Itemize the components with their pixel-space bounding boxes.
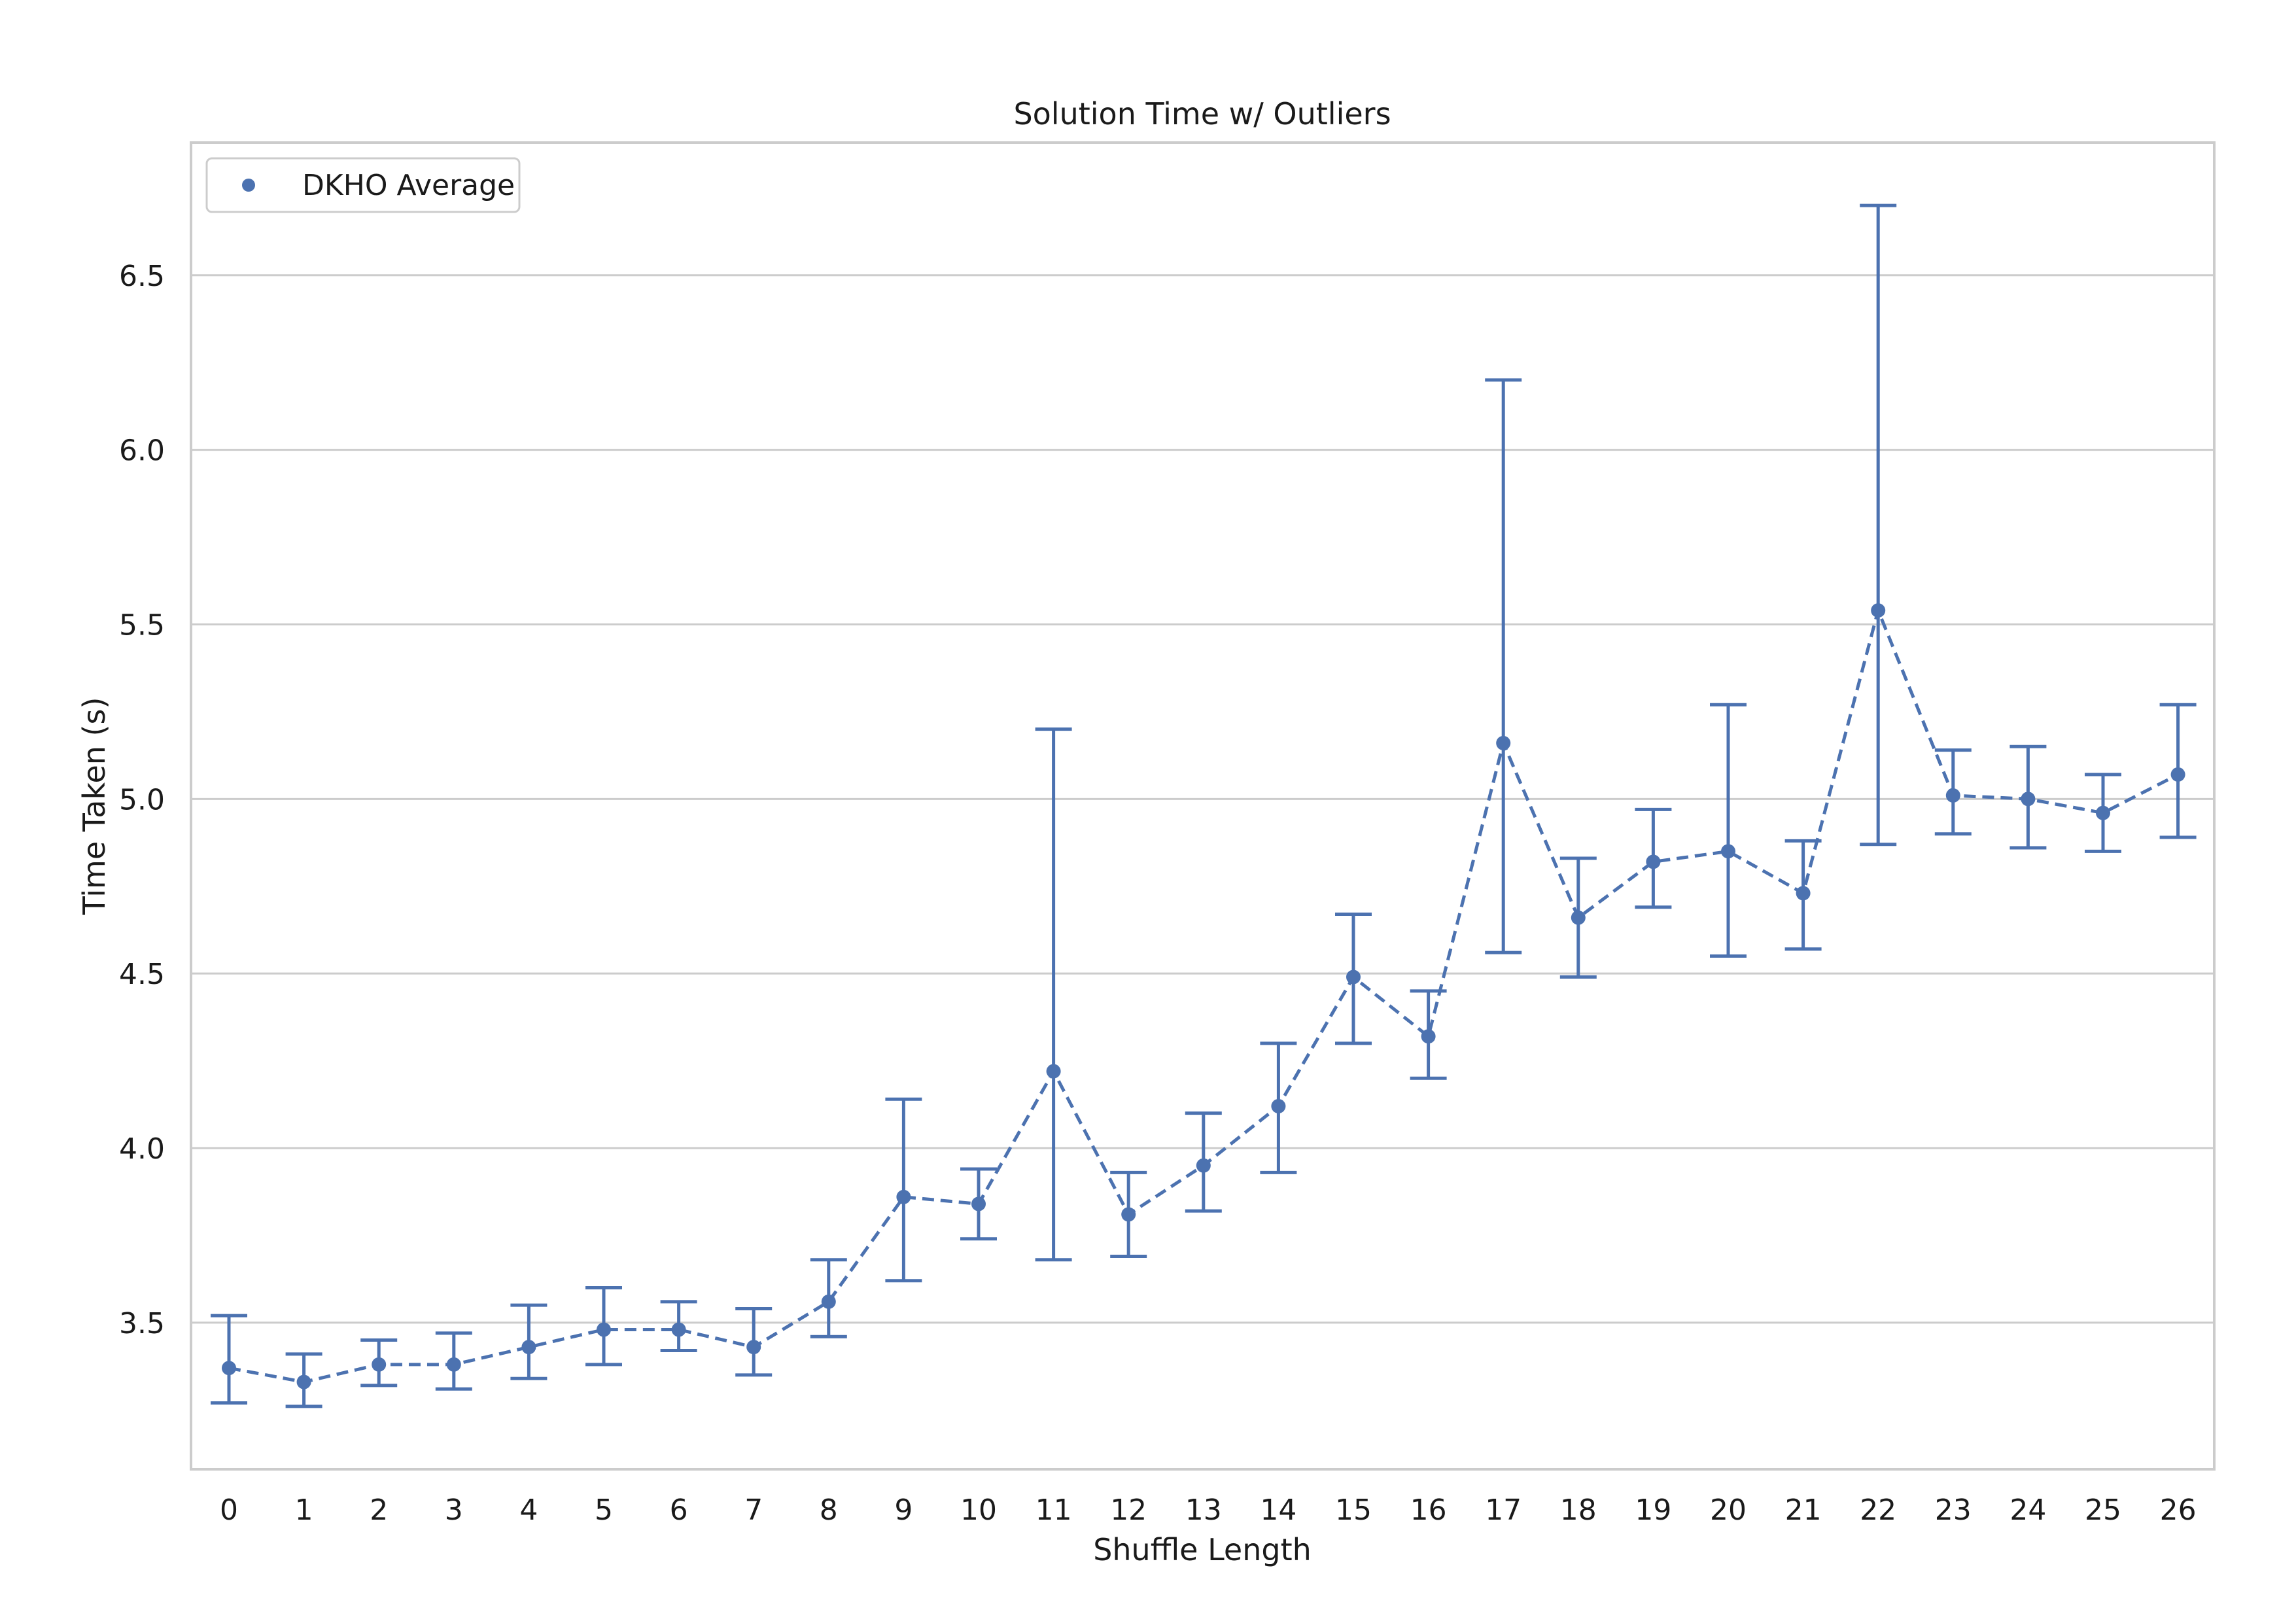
- legend-entry-dkho-average: DKHO Average: [302, 169, 515, 202]
- data-point: [446, 1357, 461, 1372]
- legend-box: [205, 157, 521, 213]
- data-point: [521, 1340, 536, 1355]
- series-line: [228, 605, 2179, 1384]
- x-tick-label: 11: [1035, 1493, 1072, 1527]
- y-tick-label: 5.0: [119, 783, 165, 816]
- y-axis-label: Time Taken (s): [77, 697, 112, 916]
- x-tick-label: 26: [2160, 1493, 2197, 1527]
- x-tick-label: 0: [220, 1493, 238, 1527]
- data-point: [2021, 792, 2036, 807]
- data-point: [1571, 910, 1586, 925]
- chart-title: Solution Time w/ Outliers: [1013, 96, 1391, 131]
- data-point: [1346, 969, 1361, 985]
- x-tick-label: 20: [1710, 1493, 1747, 1527]
- y-tick-label: 4.5: [119, 958, 165, 991]
- x-tick-label: 16: [1410, 1493, 1447, 1527]
- data-point: [1121, 1207, 1136, 1222]
- x-tick-label: 24: [2009, 1493, 2046, 1527]
- data-point: [2170, 767, 2185, 782]
- data-point: [1271, 1098, 1286, 1113]
- x-tick-label: 12: [1110, 1493, 1147, 1527]
- data-point: [1796, 886, 1811, 901]
- x-tick-label: 10: [960, 1493, 997, 1527]
- x-tick-label: 2: [370, 1493, 388, 1527]
- x-tick-label: 9: [894, 1493, 913, 1527]
- x-tick-label: 13: [1185, 1493, 1222, 1527]
- data-point: [2096, 805, 2110, 820]
- x-tick-label: 25: [2085, 1493, 2121, 1527]
- error-bar: [1035, 727, 1072, 1262]
- legend-marker: [242, 179, 255, 192]
- y-tick-labels: 3.5 4.0 4.5 5.0 5.5 6.0 6.5: [119, 260, 165, 1340]
- x-tick-label: 7: [744, 1493, 763, 1527]
- x-tick-label: 5: [595, 1493, 613, 1527]
- x-tick-label: 21: [1785, 1493, 1822, 1527]
- x-tick-label: 19: [1635, 1493, 1671, 1527]
- x-tick-label: 14: [1260, 1493, 1296, 1527]
- data-point: [746, 1340, 761, 1355]
- x-tick-label: 8: [820, 1493, 838, 1527]
- error-bar: [1860, 203, 1897, 846]
- legend: DKHO Average: [205, 157, 521, 213]
- x-tick-label: 15: [1335, 1493, 1372, 1527]
- x-tick-labels: 0 1 2 3 4 5 6 7 8 9 10 11 12 13 14 15 16 17 18 19 20 21 22 23 24…: [220, 1493, 2197, 1527]
- data-point: [296, 1374, 311, 1389]
- data-point: [222, 1361, 236, 1376]
- y-tick-label: 3.5: [119, 1307, 165, 1340]
- y-tick-label: 4.0: [119, 1132, 165, 1166]
- x-axis-label: Shuffle Length: [1093, 1532, 1312, 1567]
- x-tick-label: 6: [670, 1493, 688, 1527]
- data-point: [1421, 1029, 1436, 1044]
- x-tick-label: 1: [295, 1493, 313, 1527]
- x-tick-label: 17: [1485, 1493, 1522, 1527]
- grid-lines: [191, 274, 2214, 1324]
- data-point: [597, 1322, 611, 1337]
- error-bar: [1485, 378, 1522, 954]
- data-point: [1046, 1064, 1061, 1079]
- x-tick-label: 22: [1860, 1493, 1896, 1527]
- y-tick-label: 6.0: [119, 434, 165, 468]
- data-point: [896, 1189, 911, 1204]
- data-point: [971, 1196, 986, 1212]
- x-tick-label: 23: [1935, 1493, 1972, 1527]
- plot-frame: [190, 141, 2216, 1471]
- data-point: [1646, 854, 1661, 869]
- error-bars: [211, 203, 2197, 1408]
- data-point: [1945, 788, 1960, 803]
- x-tick-label: 18: [1560, 1493, 1597, 1527]
- data-point: [1496, 735, 1511, 750]
- data-point: [821, 1294, 836, 1309]
- error-bar: [1710, 703, 1747, 958]
- x-tick-label: 3: [445, 1493, 463, 1527]
- error-bar: [211, 1314, 247, 1405]
- data-points: [222, 603, 2185, 1389]
- data-point: [1196, 1158, 1211, 1173]
- data-point: [372, 1357, 387, 1372]
- data-point: [671, 1322, 686, 1337]
- y-tick-label: 5.5: [119, 608, 165, 642]
- x-tick-label: 4: [519, 1493, 538, 1527]
- data-point: [1721, 844, 1735, 859]
- data-point: [1871, 603, 1886, 618]
- y-tick-label: 6.5: [119, 260, 165, 293]
